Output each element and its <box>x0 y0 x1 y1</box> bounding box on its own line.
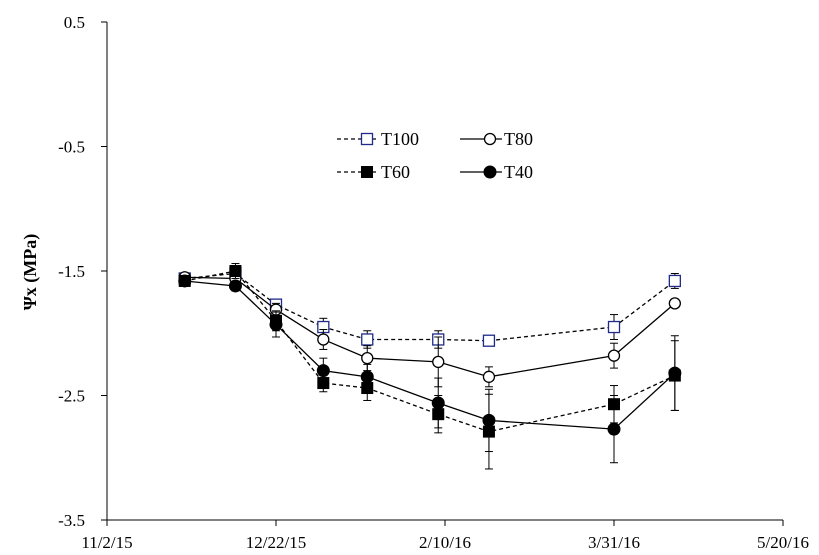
data-point-t40 <box>607 422 621 436</box>
series-layer <box>178 263 682 470</box>
data-point-t80 <box>432 355 445 369</box>
x-tick-label: 3/31/16 <box>588 533 640 552</box>
data-point-t100 <box>668 274 681 288</box>
legend-label: T100 <box>381 129 419 149</box>
data-point-t80 <box>361 351 374 365</box>
y-tick-label: -3.5 <box>58 511 85 530</box>
legend-label: T40 <box>504 162 533 182</box>
series-t80 <box>178 271 681 388</box>
y-tick-label: -0.5 <box>58 138 85 157</box>
y-tick-label: 0.5 <box>64 13 85 32</box>
series-line-t40 <box>184 280 676 430</box>
x-tick-label: 11/2/15 <box>81 533 132 552</box>
series-t60 <box>178 263 681 470</box>
series-line-t60 <box>184 270 676 433</box>
legend-marker-t80 <box>483 132 497 146</box>
legend-item-t100: T100 <box>337 129 419 149</box>
data-point-t40 <box>360 370 374 384</box>
data-point-t100 <box>361 333 374 346</box>
legend-label: T80 <box>504 129 533 149</box>
legend-label: T60 <box>381 162 410 182</box>
y-tick-label: -2.5 <box>58 387 85 406</box>
x-tick-label: 5/20/16 <box>757 533 809 552</box>
x-tick-label: 2/10/16 <box>419 533 471 552</box>
series-t40 <box>178 274 682 464</box>
legend-item-t40: T40 <box>460 162 533 182</box>
data-point-t40 <box>178 274 192 288</box>
data-point-t80 <box>668 297 681 310</box>
axes: 0.5 -0.5 -1.5 -2.5 -3.5 11/2/15 12/22/15 2/10/1… <box>58 13 809 552</box>
series-t100 <box>178 267 681 349</box>
data-point-t40 <box>431 396 445 410</box>
data-point-t80 <box>482 370 496 383</box>
data-point-t40 <box>269 318 283 332</box>
legend-marker-t100 <box>360 132 374 146</box>
data-point-t40 <box>482 413 496 427</box>
legend-item-t60: T60 <box>337 162 410 182</box>
y-axis-label: Ψx (MPa) <box>20 234 41 311</box>
data-point-t40 <box>316 364 330 378</box>
data-point-t40 <box>668 366 682 380</box>
x-tick-label: 12/22/15 <box>246 533 306 552</box>
data-point-t40 <box>228 279 242 293</box>
data-point-t60 <box>229 265 242 277</box>
data-point-t80 <box>317 333 330 346</box>
legend: T100 T80 T60 T40 <box>337 129 533 182</box>
legend-marker-t60 <box>361 166 373 178</box>
data-point-t100 <box>482 334 496 347</box>
series-line-t80 <box>184 276 676 378</box>
data-point-t100 <box>607 320 621 334</box>
y-tick-label: -1.5 <box>58 262 85 281</box>
legend-item-t80: T80 <box>460 129 533 149</box>
data-point-t80 <box>607 349 621 362</box>
legend-marker-t40 <box>483 165 497 179</box>
